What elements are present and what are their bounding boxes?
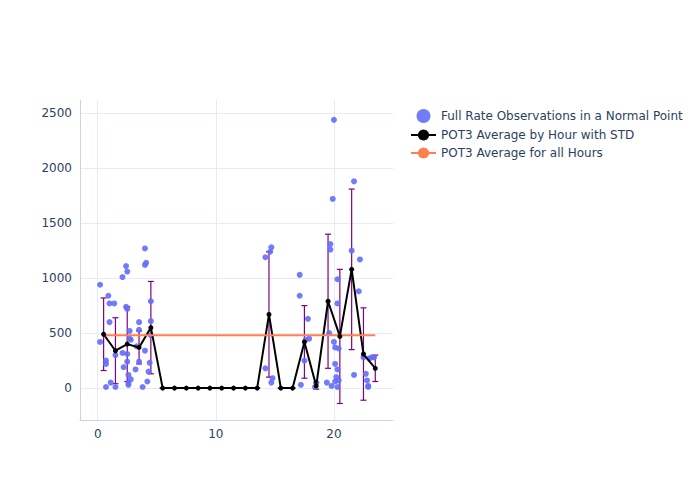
svg-text:10: 10 <box>208 427 223 441</box>
svg-text:POT3 Average by Hour with STD: POT3 Average by Hour with STD <box>441 128 634 142</box>
svg-text:1000: 1000 <box>41 271 72 285</box>
svg-text:POT3 Average for all Hours: POT3 Average for all Hours <box>441 146 603 160</box>
svg-text:1500: 1500 <box>41 216 72 230</box>
svg-text:500: 500 <box>49 326 72 340</box>
svg-text:Full Rate Observations in a No: Full Rate Observations in a Normal Point <box>441 109 683 123</box>
svg-text:0: 0 <box>64 381 72 395</box>
svg-text:0: 0 <box>94 427 102 441</box>
svg-text:20: 20 <box>326 427 341 441</box>
svg-text:2000: 2000 <box>41 161 72 175</box>
svg-text:2500: 2500 <box>41 106 72 120</box>
